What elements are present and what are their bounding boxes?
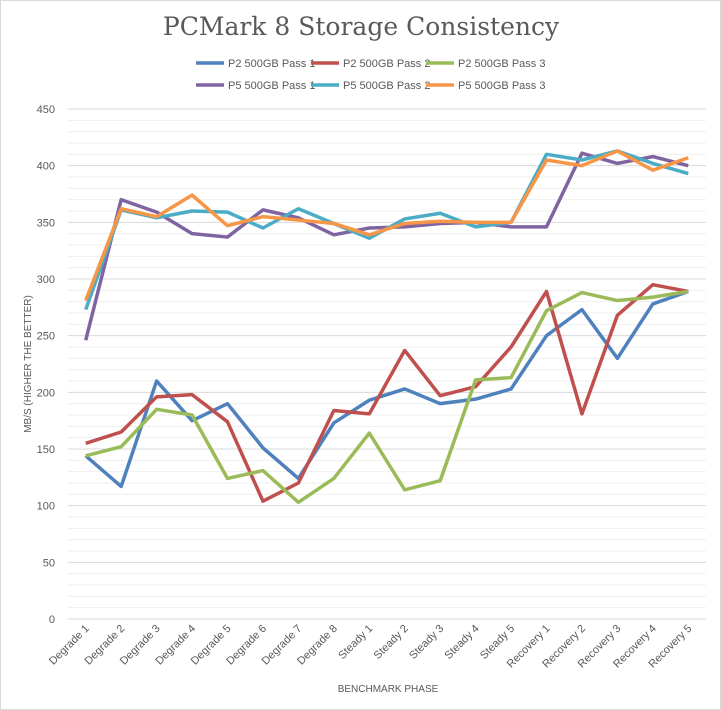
y-tick-label: 350	[37, 217, 55, 229]
y-tick-label: 150	[37, 444, 55, 456]
series-line-1	[84, 289, 689, 489]
chart-title: PCMark 8 Storage Consistency	[163, 12, 560, 41]
x-tick-label: Steady 2	[372, 623, 411, 662]
legend-label: P5 500GB Pass 3	[458, 80, 545, 92]
series-line-3	[85, 289, 689, 505]
series-line-6	[84, 149, 689, 302]
y-axis-label: MB/S (HIGHER THE BETTER)	[23, 295, 34, 433]
y-tick-label: 300	[37, 274, 55, 286]
y-tick-label: 400	[37, 161, 55, 173]
y-tick-label: 200	[37, 387, 55, 399]
x-tick-label: Steady 4	[443, 623, 482, 662]
legend-label: P2 500GB Pass 2	[343, 58, 430, 70]
y-tick-label: 50	[43, 557, 55, 569]
y-tick-label: 100	[37, 501, 55, 513]
legend-label: P5 500GB Pass 1	[228, 80, 315, 92]
legend-label: P5 500GB Pass 2	[343, 80, 430, 92]
series-line-4	[84, 151, 689, 341]
legend-label: P2 500GB Pass 3	[458, 58, 545, 70]
x-tick-label: Steady 3	[407, 623, 446, 662]
x-axis-label: BENCHMARK PHASE	[338, 684, 439, 695]
y-tick-label: 450	[37, 104, 55, 116]
series-line-2	[85, 282, 689, 503]
y-tick-label: 250	[37, 331, 55, 343]
y-tick-label: 0	[49, 614, 55, 626]
x-tick-label: Steady 1	[336, 623, 375, 662]
legend-label: P2 500GB Pass 1	[228, 58, 315, 70]
